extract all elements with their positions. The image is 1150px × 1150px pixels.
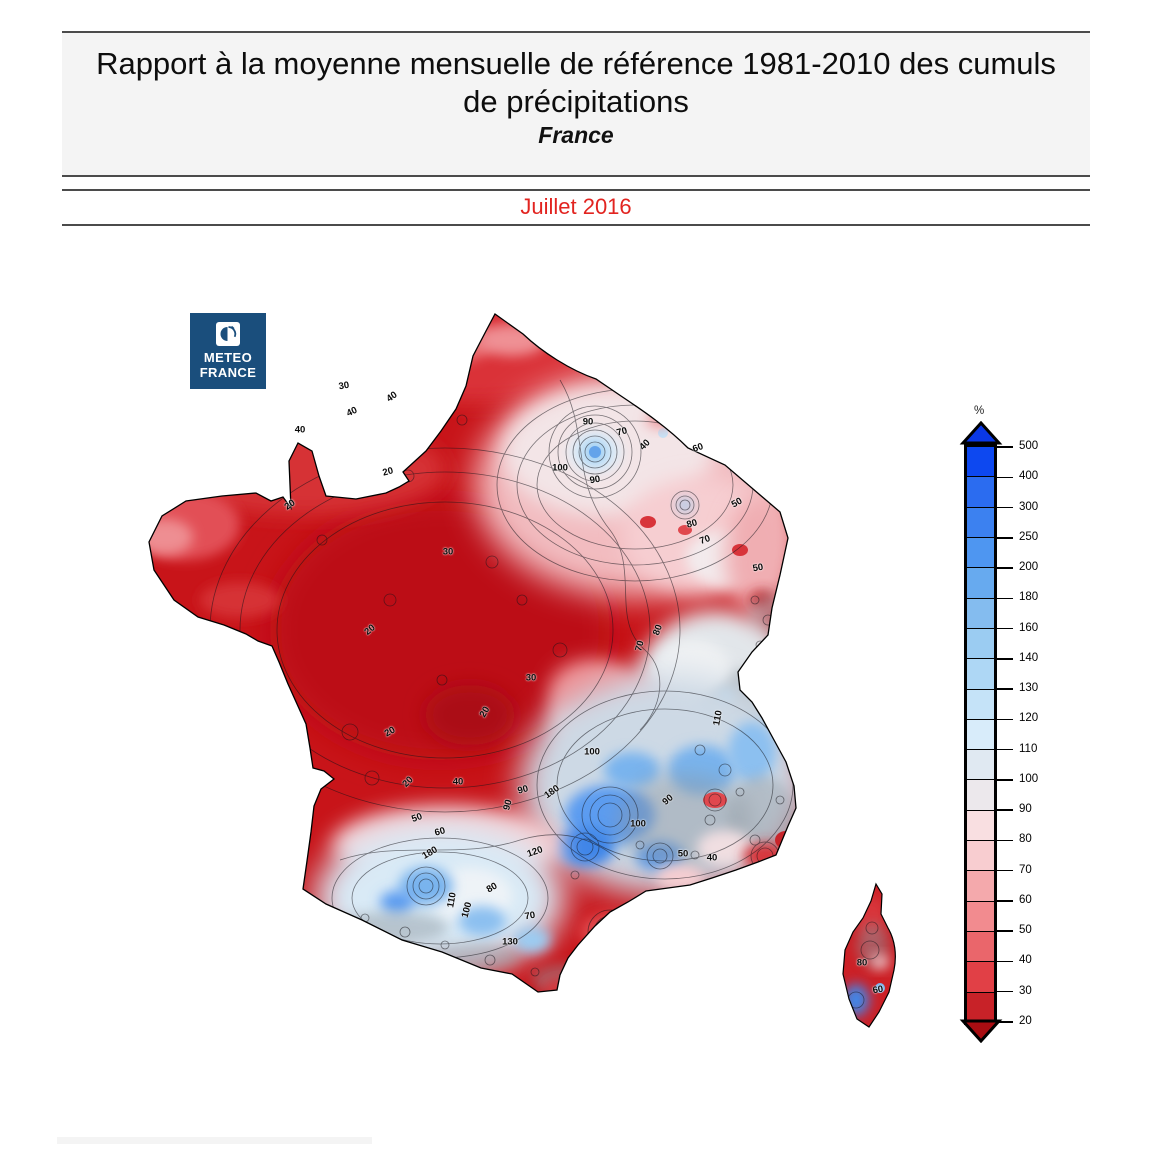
legend-tick-label: 60 — [1019, 893, 1032, 906]
legend-tick-label: 110 — [1019, 742, 1038, 755]
legend-tick — [997, 960, 1013, 963]
legend-unit-label: % — [974, 405, 985, 417]
corsica-color-field — [843, 884, 896, 1027]
legend-tick-label: 120 — [1019, 712, 1039, 725]
divider-top — [62, 31, 1090, 33]
legend-tick-label: 140 — [1019, 651, 1039, 664]
legend-tick — [997, 809, 1013, 811]
legend-tick — [997, 839, 1013, 842]
legend-tick — [997, 900, 1013, 902]
report-period: Juillet 2016 — [520, 194, 632, 219]
legend-segment — [967, 962, 994, 993]
legend-tick — [997, 990, 1013, 993]
legend-tick-label: 90 — [1019, 803, 1032, 816]
report-region: France — [538, 122, 614, 148]
legend-arrow-up-shape — [959, 421, 1003, 445]
legend-tick-label: 30 — [1019, 984, 1032, 997]
legend-segment — [967, 750, 994, 781]
legend-segment — [967, 901, 994, 932]
report-title-line2: de précipitations — [463, 84, 689, 119]
map-color-field — [149, 314, 796, 992]
legend-color-bar — [964, 444, 997, 1025]
legend-segment — [967, 871, 994, 902]
legend-segment — [967, 598, 994, 629]
legend-tick-label: 200 — [1019, 561, 1039, 574]
legend-tick-label: 500 — [1019, 440, 1039, 452]
logo-line1: METEO — [203, 350, 253, 365]
legend-tick — [997, 718, 1013, 721]
legend-tick-label: 250 — [1019, 530, 1039, 543]
legend-segment — [967, 992, 994, 1022]
corsica-outline — [842, 882, 896, 1028]
legend-segment — [967, 507, 994, 538]
divider-title-bottom — [62, 175, 1090, 177]
logo-line2: FRANCE — [199, 365, 257, 380]
divider-period-top — [62, 189, 1090, 191]
legend-segment — [967, 477, 994, 508]
legend-tick — [997, 688, 1013, 690]
legend-tick-label: 70 — [1019, 863, 1032, 876]
legend-segment — [967, 568, 994, 599]
legend-tick — [997, 779, 1013, 781]
legend-segment — [967, 447, 994, 478]
legend-tick — [997, 597, 1013, 600]
legend-arrow-down-shape — [959, 1019, 1003, 1043]
footer-strip — [57, 1137, 372, 1144]
legend-tick — [997, 627, 1013, 630]
divider-period-bottom — [62, 224, 1090, 226]
meteo-france-icon — [216, 322, 240, 346]
legend-arrow-up — [959, 421, 1003, 445]
legend-tick-label: 20 — [1019, 1015, 1032, 1027]
legend-segment — [967, 659, 994, 690]
legend-tick-label: 80 — [1019, 833, 1032, 846]
legend-tick — [997, 506, 1013, 509]
title-block-background — [62, 33, 1090, 175]
legend-tick — [997, 567, 1013, 569]
legend-segment — [967, 537, 994, 569]
meteo-france-logo: METEO FRANCE — [190, 313, 266, 389]
legend-tick-label: 160 — [1019, 621, 1039, 634]
legend-segment — [967, 628, 994, 660]
legend-tick — [997, 658, 1013, 660]
legend-tick — [997, 869, 1013, 872]
legend-segment — [967, 689, 994, 720]
legend-tick — [997, 537, 1013, 539]
legend-tick-label: 100 — [1019, 772, 1039, 785]
legend-segment — [967, 932, 994, 963]
legend-tick — [997, 930, 1013, 932]
legend-tick-label: 300 — [1019, 500, 1039, 513]
legend-tick — [997, 1021, 1013, 1023]
france-outline — [148, 313, 797, 993]
meteo-france-wordmark: METEO FRANCE — [190, 350, 266, 380]
legend-tick — [997, 748, 1013, 751]
legend-segment — [967, 810, 994, 842]
legend-tick-label: 180 — [1019, 591, 1039, 604]
france-precipitation-contour-map — [148, 313, 896, 1028]
legend-tick-label: 50 — [1019, 924, 1032, 937]
legend-arrow-down — [959, 1019, 1003, 1043]
legend-segment — [967, 719, 994, 751]
report-title-line1: Rapport à la moyenne mensuelle de référe… — [96, 46, 1056, 81]
legend-tick-label: 40 — [1019, 954, 1032, 967]
legend-tick — [997, 476, 1013, 478]
legend-tick — [997, 446, 1013, 448]
legend-tick-label: 400 — [1019, 470, 1039, 483]
legend-segment — [967, 780, 994, 811]
legend-tick-label: 130 — [1019, 682, 1039, 695]
legend-segment — [967, 841, 994, 872]
